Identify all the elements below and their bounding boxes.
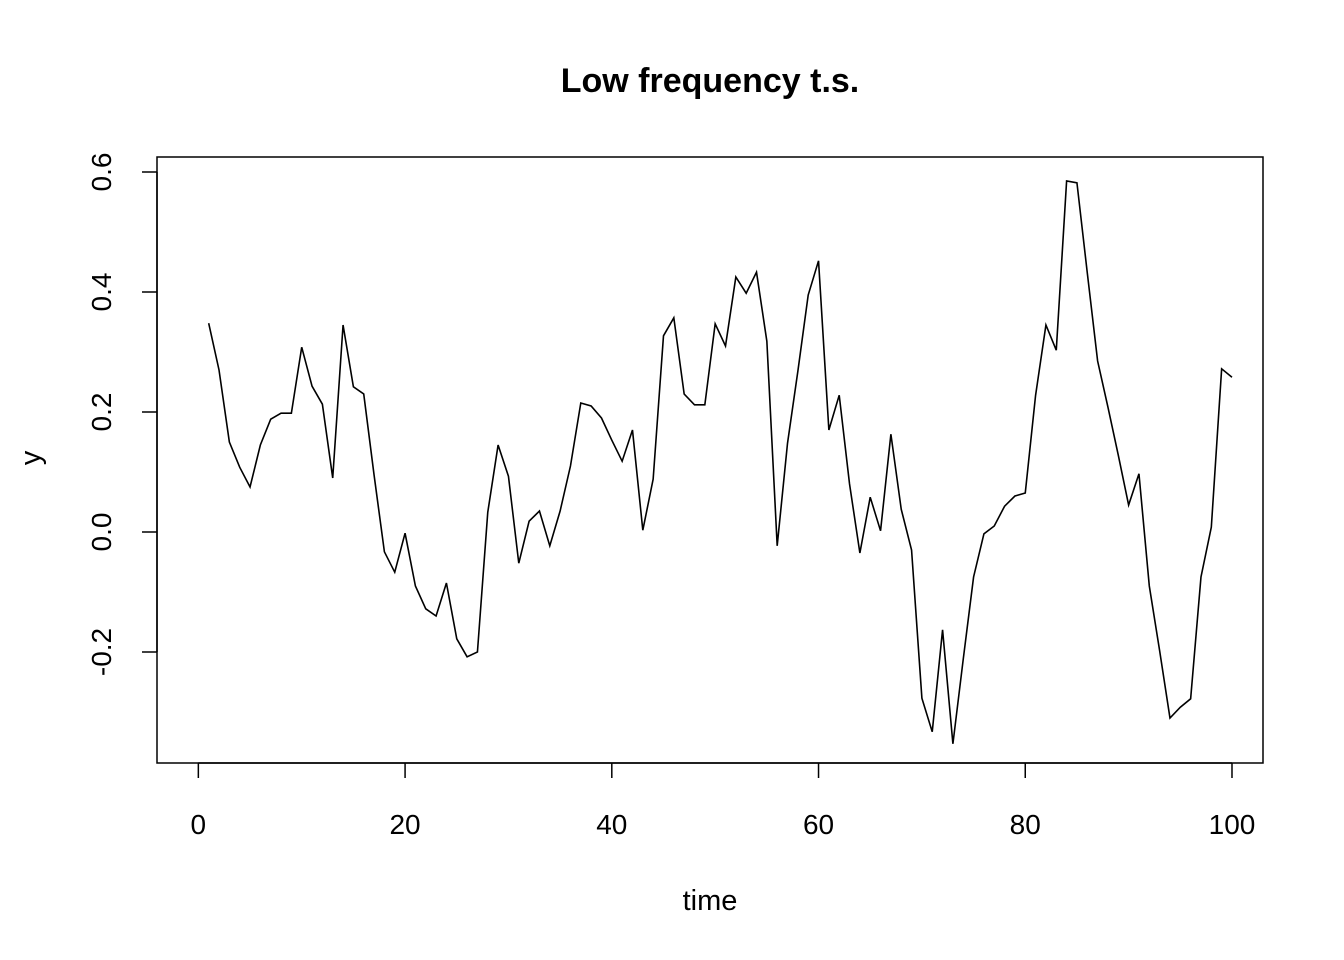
x-axis: 0 20 40 60 80 100 <box>191 762 1256 840</box>
y-tick-label: 0.2 <box>86 393 117 432</box>
y-axis: -0.2 0.0 0.2 0.4 0.6 <box>86 153 158 676</box>
x-tick-label: 0 <box>191 809 207 840</box>
y-tick-label: 0.4 <box>86 273 117 312</box>
x-tick-label: 40 <box>596 809 627 840</box>
y-axis-label: y <box>15 450 47 465</box>
y-tick-label: 0.0 <box>86 513 117 552</box>
chart-title: Low frequency t.s. <box>561 62 860 100</box>
x-tick-label: 80 <box>1010 809 1041 840</box>
series-group <box>207 180 1233 744</box>
x-tick-label: 100 <box>1209 809 1256 840</box>
y-tick-label: 0.6 <box>86 153 117 192</box>
y-tick-label: -0.2 <box>86 628 117 676</box>
series-line <box>207 180 1233 744</box>
x-tick-label: 60 <box>803 809 834 840</box>
x-tick-label: 20 <box>389 809 420 840</box>
x-axis-label: time <box>683 885 738 917</box>
